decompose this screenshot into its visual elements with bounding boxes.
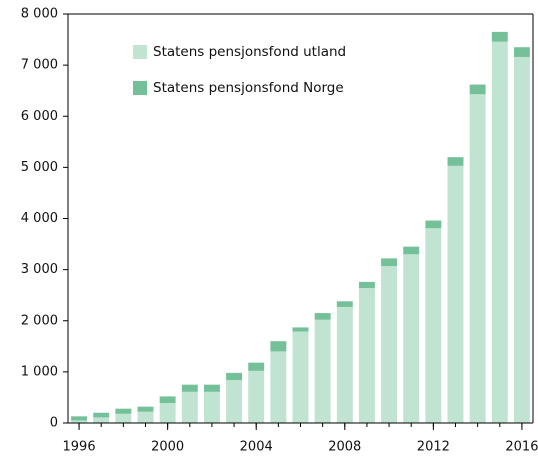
y-tick-label: 6 000 — [21, 109, 58, 124]
bar-segment — [336, 306, 353, 423]
x-tick-label: 1996 — [63, 440, 96, 455]
bar-segment — [403, 246, 420, 255]
x-tick-label: 2004 — [240, 440, 273, 455]
bar-segment — [469, 94, 486, 424]
bar-segment — [226, 372, 243, 381]
x-tick-label: 2000 — [151, 440, 184, 455]
bar-segment — [181, 391, 198, 423]
bar-segment — [358, 281, 375, 289]
bar-segment — [513, 47, 530, 57]
legend-swatch — [133, 45, 147, 59]
legend-swatch — [133, 81, 147, 95]
bar-segment — [115, 413, 132, 423]
bar-segment — [292, 327, 309, 332]
bar-segment — [425, 220, 442, 229]
bar-segment — [248, 370, 265, 423]
y-tick-label: 1 000 — [21, 364, 58, 379]
bar-segment — [115, 408, 132, 414]
bar-segment — [491, 41, 508, 424]
y-tick-label: 7 000 — [21, 58, 58, 73]
bar-segment — [270, 341, 287, 352]
bar-segment — [203, 384, 220, 392]
bar-segment — [425, 228, 442, 423]
x-tick-label: 2016 — [505, 440, 538, 455]
legend-label: Statens pensjonsfond utland — [153, 44, 346, 60]
bar-segment — [491, 31, 508, 42]
bar-segment — [358, 288, 375, 423]
y-tick-label: 2 000 — [21, 313, 58, 328]
bar-segment — [71, 420, 88, 423]
y-tick-label: 0 — [50, 416, 58, 431]
y-tick-label: 5 000 — [21, 160, 58, 175]
x-tick-label: 2012 — [417, 440, 450, 455]
legend-label: Statens pensjonsfond Norge — [153, 80, 344, 96]
bar-segment — [248, 362, 265, 371]
bar-segment — [447, 157, 464, 166]
bar-segment — [93, 412, 110, 418]
bar-segment — [137, 411, 154, 423]
bar-segment — [336, 301, 353, 307]
bar-segment — [314, 319, 331, 423]
bar-segment — [469, 84, 486, 95]
y-tick-label: 8 000 — [21, 7, 58, 22]
bar-segment — [93, 417, 110, 423]
bar-segment — [292, 331, 309, 423]
bar-segment — [203, 391, 220, 423]
bar-segment — [513, 56, 530, 423]
bar-segment — [137, 406, 154, 412]
x-tick-label: 2008 — [328, 440, 361, 455]
y-tick-label: 3 000 — [21, 262, 58, 277]
bar-segment — [403, 254, 420, 423]
bar-segment — [181, 384, 198, 392]
bar-segment — [314, 313, 331, 320]
bar-segment — [447, 165, 464, 423]
bar-segment — [71, 416, 88, 421]
bar-segment — [381, 258, 398, 267]
bar-segment — [381, 266, 398, 423]
bar-segment — [270, 351, 287, 423]
bar-segment — [159, 396, 176, 404]
y-tick-label: 4 000 — [21, 211, 58, 226]
bar-segment — [226, 380, 243, 423]
bar-segment — [159, 403, 176, 423]
